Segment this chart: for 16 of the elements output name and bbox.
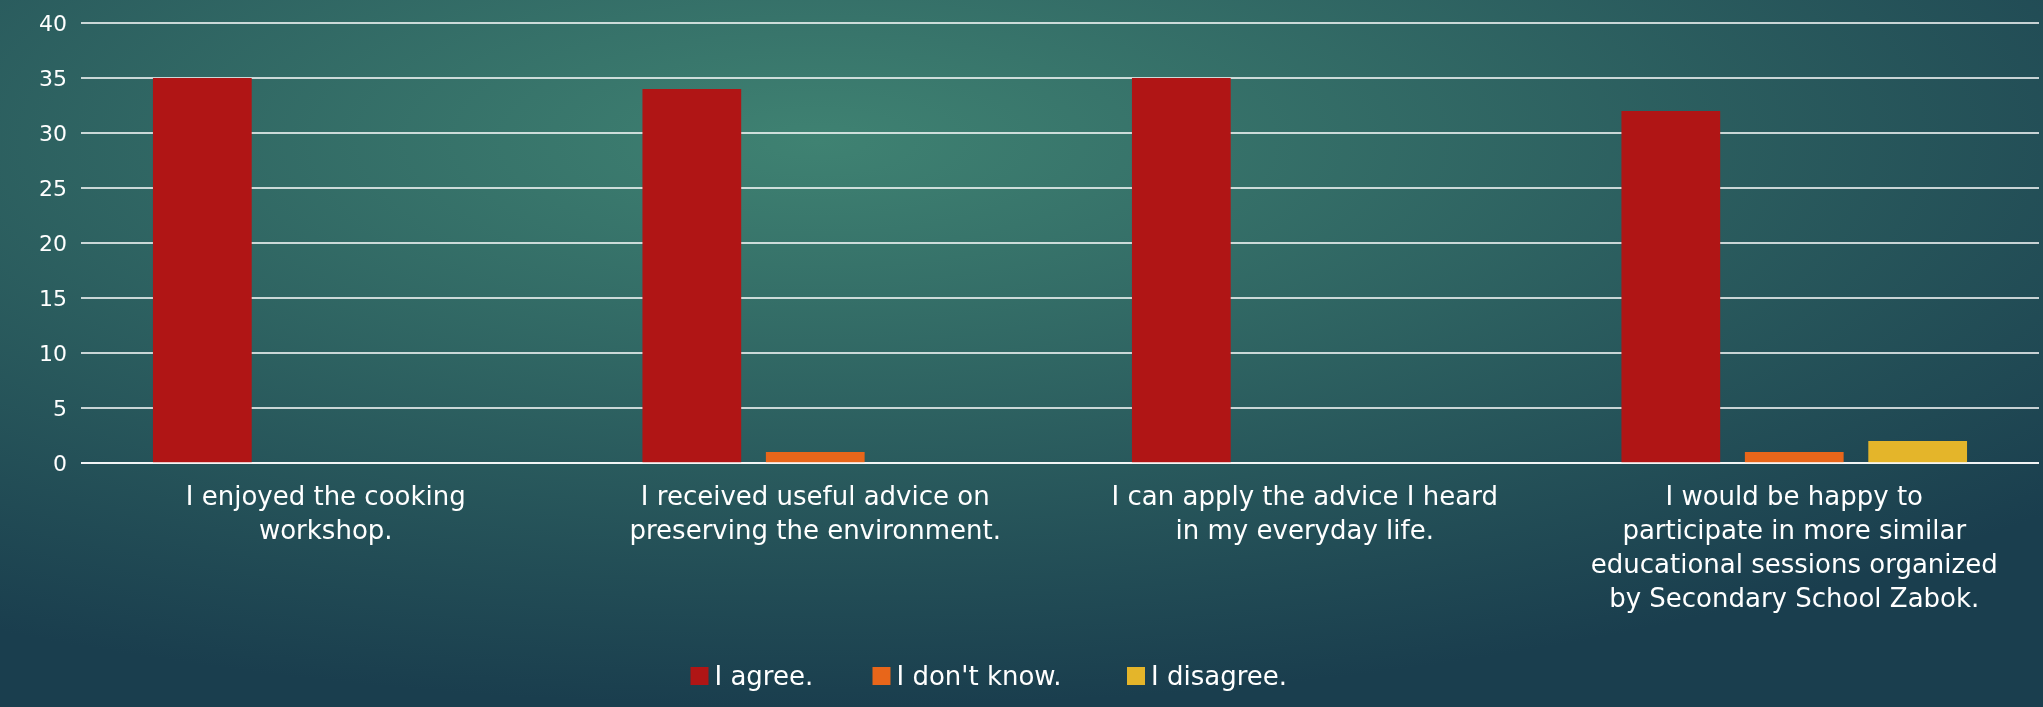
y-tick-label: 30 [39,120,67,146]
x-tick-label: I would be happy to participate in more similar educational sessions organized by Secondary School Zabok. [1590,481,1998,613]
legend-label: I agree. [714,661,814,692]
y-tick-label: 10 [39,340,67,366]
y-tick-label: 15 [39,285,67,311]
legend-label: I don't know. [896,661,1062,692]
y-tick-label: 25 [39,175,67,201]
y-tick-label: 35 [39,65,67,91]
y-tick-label: 0 [53,450,67,476]
x-tick-label: I received useful advice on preserving the environment. [629,481,1001,545]
y-tick-label: 20 [39,230,67,256]
x-tick-label: I can apply the advice I heard in my everyday life. [1111,481,1498,545]
legend-label: I disagree. [1151,661,1288,692]
x-tick-label: I enjoyed the cooking workshop. [185,481,466,545]
y-tick-label: 40 [39,10,67,36]
y-tick-label: 5 [53,395,67,421]
